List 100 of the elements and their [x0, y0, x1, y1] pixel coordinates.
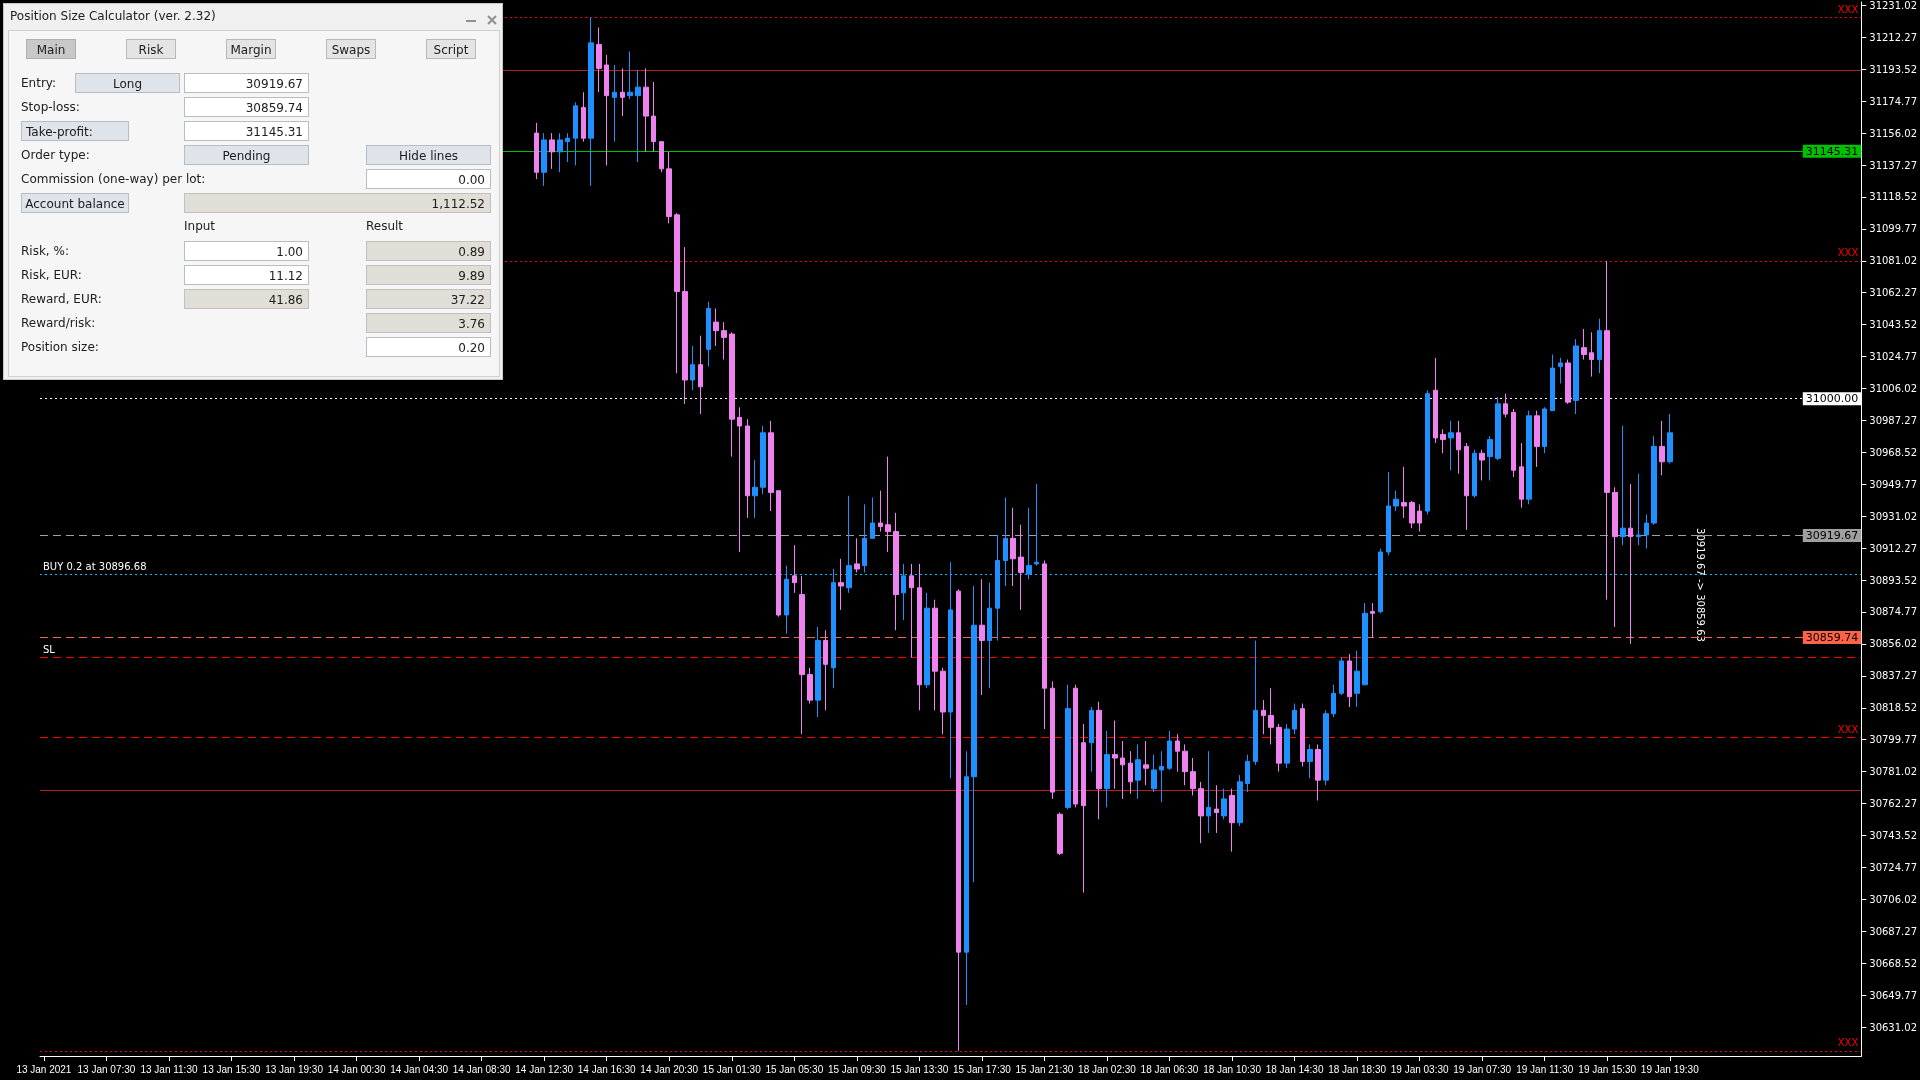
annotation: Input	[184, 218, 216, 235]
candlestick	[940, 667, 946, 735]
y-tick-label: 31043.52	[1869, 319, 1917, 331]
annotation: 0.20	[366, 337, 491, 357]
candlestick	[964, 750, 969, 1006]
x-tick-label: 19 Jan 19:30	[1640, 1063, 1700, 1075]
x-tick-label: 13 Jan 2021	[16, 1063, 72, 1075]
candlestick	[1401, 466, 1407, 519]
candlestick	[878, 490, 883, 533]
candlestick	[1096, 701, 1102, 820]
candlestick	[1143, 740, 1149, 786]
candlestick	[956, 588, 961, 1052]
candlestick	[870, 497, 875, 539]
candlestick	[1644, 514, 1649, 550]
candlestick	[776, 490, 781, 618]
y-tick-label: 31024.77	[1869, 351, 1917, 363]
ref-line-label: XXX	[1837, 3, 1859, 15]
candlestick	[690, 345, 695, 391]
candlestick	[604, 54, 609, 166]
ref-line-label: 30859.74	[1805, 631, 1859, 645]
candlestick	[1159, 750, 1164, 803]
candlestick	[1636, 473, 1641, 546]
ref-line-label: XXX	[1837, 1037, 1859, 1049]
candlestick	[1276, 723, 1282, 773]
y-tick-label: 30893.52	[1869, 574, 1917, 586]
candlestick	[745, 418, 750, 519]
candlestick	[674, 212, 680, 374]
candlestick	[1558, 357, 1563, 384]
candlestick	[1253, 640, 1258, 766]
y-tick-label: 31099.77	[1869, 223, 1917, 235]
candlestick	[1065, 684, 1071, 810]
annotation: 30919.67	[184, 73, 309, 93]
y-tick-label: 30687.27	[1869, 925, 1917, 937]
y-tick-label: 30912.27	[1869, 542, 1917, 554]
candlestick	[854, 537, 860, 573]
candlestick	[1659, 420, 1665, 476]
candlestick	[1331, 684, 1336, 718]
candlestick	[917, 563, 922, 711]
text: Position Size Calculator (ver. 2.32)	[10, 9, 216, 23]
candlestick	[549, 132, 555, 170]
annotation: Result	[366, 218, 404, 235]
annotation: 1.00	[184, 241, 309, 261]
candlestick	[901, 563, 906, 621]
y-tick-label: 31231.02	[1869, 0, 1917, 11]
x-tick-label: 14 Jan 04:30	[390, 1063, 449, 1075]
y-tick-label: 31174.77	[1869, 95, 1917, 107]
candlestick	[1003, 497, 1008, 587]
ref-line-label: 30919.67	[1805, 529, 1859, 543]
candlestick	[1315, 743, 1321, 802]
annotation: 11.12	[184, 265, 309, 285]
x-tick-label: 15 Jan 21:30	[1015, 1063, 1074, 1075]
annotation: Margin	[226, 39, 276, 59]
candlestick	[1472, 449, 1477, 498]
annotation: 37.22	[366, 289, 491, 309]
annotation: Pending	[184, 145, 309, 165]
x-tick-label: 18 Jan 02:30	[1078, 1063, 1137, 1075]
candlestick	[737, 406, 742, 553]
y-tick-label: 31062.27	[1869, 287, 1917, 299]
annotation: Long	[75, 73, 180, 93]
annotation: Account balance	[21, 193, 129, 213]
candlestick	[1198, 781, 1204, 844]
ref-line-label: XXX	[1837, 247, 1859, 259]
candlestick	[1362, 602, 1368, 686]
candlestick	[862, 503, 867, 573]
candlestick	[651, 81, 656, 153]
ref-line-label: 31000.00	[1805, 392, 1859, 406]
candlestick	[1089, 706, 1094, 773]
y-tick-label: 30631.02	[1869, 1021, 1917, 1033]
candlestick	[1417, 503, 1422, 533]
y-tick-label: 31137.27	[1869, 159, 1917, 171]
candlestick	[1175, 733, 1180, 773]
candlestick	[752, 459, 758, 519]
candlestick	[1151, 754, 1157, 793]
candlestick	[1042, 560, 1047, 730]
candlestick	[799, 575, 805, 735]
ref-line-label: XXX	[1837, 724, 1859, 736]
candlestick	[1214, 784, 1219, 834]
annotation: Commission (one-way) per lot:	[21, 171, 206, 188]
annotation: Position size:	[21, 339, 99, 356]
x-tick-label: 19 Jan 07:30	[1453, 1063, 1512, 1075]
y-tick-label: 30856.02	[1869, 638, 1917, 650]
x-tick-label: 18 Jan 10:30	[1203, 1063, 1262, 1075]
x-tick-label: 15 Jan 09:30	[827, 1063, 887, 1075]
candlestick	[1495, 396, 1501, 461]
candlestick	[581, 91, 586, 143]
candlestick	[1440, 428, 1446, 454]
candlestick	[760, 425, 766, 495]
candlestick	[1347, 653, 1352, 708]
x-tick-label: 19 Jan 15:30	[1578, 1063, 1637, 1075]
candlestick	[721, 321, 727, 361]
annotation: Swaps	[326, 39, 376, 59]
candlestick	[1057, 812, 1063, 856]
candlestick	[729, 331, 735, 458]
candlestick	[1354, 650, 1360, 708]
candlestick	[823, 629, 828, 711]
ref-line-label: BUY 0.2 at 30896.68	[43, 561, 147, 573]
annotation: Stop-loss:	[21, 99, 80, 116]
candlestick	[893, 512, 899, 631]
y-tick-label: 30668.52	[1869, 957, 1917, 969]
candlestick	[698, 335, 703, 415]
